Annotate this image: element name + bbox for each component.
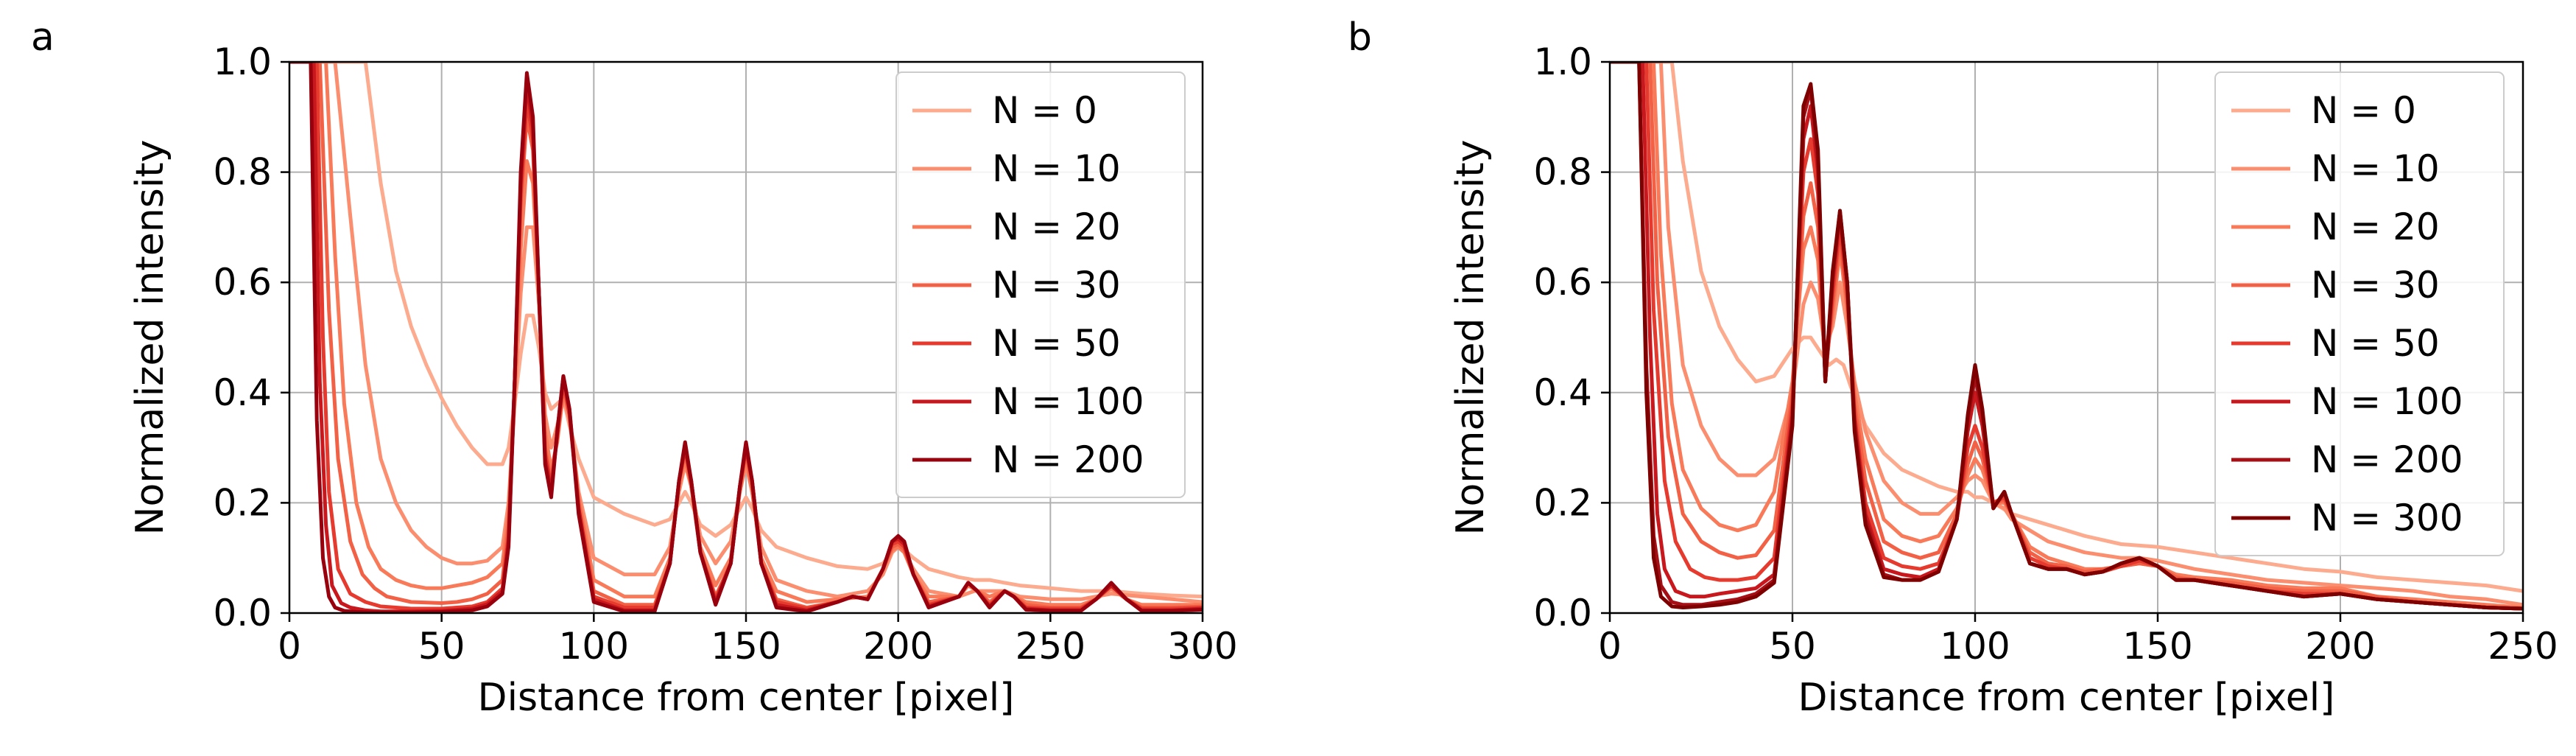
legend-label: N = 20 xyxy=(992,206,1121,248)
series-line-n-10 xyxy=(1610,62,2523,607)
x-tick-label: 250 xyxy=(2488,625,2558,668)
x-axis-label: Distance from center [pixel] xyxy=(478,676,1015,720)
legend-label: N = 50 xyxy=(2311,322,2440,365)
y-tick-label: 0.8 xyxy=(1533,151,1592,194)
y-axis-label: Normalized intensity xyxy=(1449,140,1493,536)
x-tick-label: 300 xyxy=(1167,625,1237,668)
legend-label: N = 200 xyxy=(992,438,1144,481)
y-tick-label: 0.8 xyxy=(213,151,272,194)
y-tick-label: 0.0 xyxy=(213,592,272,634)
y-tick-label: 0.6 xyxy=(1533,261,1592,304)
x-tick-label: 150 xyxy=(711,625,781,668)
y-tick-label: 1.0 xyxy=(213,41,272,83)
legend-label: N = 0 xyxy=(2311,89,2416,132)
legend: N = 0 N = 10 N = 20 N = 30 N = 50 N = 100 N = … xyxy=(895,71,1186,498)
x-tick-label: 200 xyxy=(2305,625,2375,668)
legend-label: N = 100 xyxy=(992,380,1144,423)
series-line-n-300 xyxy=(1610,62,2523,611)
series-lines xyxy=(1610,62,2523,611)
x-tick-label: 100 xyxy=(1940,625,2010,668)
y-tick-label: 0.4 xyxy=(1533,371,1592,414)
x-tick-label: 50 xyxy=(418,625,465,668)
legend-label: N = 20 xyxy=(2311,206,2440,248)
x-tick-label: 0 xyxy=(1598,625,1622,668)
y-tick-label: 0.6 xyxy=(213,261,272,304)
y-tick-label: 0.4 xyxy=(213,371,272,414)
legend-label: N = 50 xyxy=(992,322,1121,365)
legend-box xyxy=(895,71,1186,498)
legend-box xyxy=(2214,71,2505,556)
plot-frame xyxy=(1608,60,2524,615)
series-lines xyxy=(289,62,1203,613)
legend: N = 0 N = 10 N = 20 N = 30 N = 50 N = 100 N = … xyxy=(2214,71,2505,556)
panel-b: b 0 50 100 150 200 250 0.0 0.2 0.4 0.6 0.8 1.0 Distan… xyxy=(1348,15,2558,720)
x-tick-label: 250 xyxy=(1016,625,1085,668)
y-tick-label: 0.2 xyxy=(1533,481,1592,524)
series-line-n-0 xyxy=(1610,62,2523,593)
x-tick-label: 0 xyxy=(278,625,301,668)
legend-label: N = 10 xyxy=(992,147,1121,190)
x-axis-label: Distance from center [pixel] xyxy=(1798,676,2335,720)
legend-label: N = 0 xyxy=(992,89,1097,132)
x-tick-label: 100 xyxy=(559,625,629,668)
series-line-n-200 xyxy=(289,62,1203,613)
legend-label: N = 100 xyxy=(2311,380,2463,423)
legend-label: N = 30 xyxy=(2311,264,2440,307)
panel-label: a xyxy=(31,15,54,60)
legend-label: N = 300 xyxy=(2311,497,2463,539)
y-tick-label: 0.2 xyxy=(213,481,272,524)
y-axis-label: Normalized intensity xyxy=(128,140,172,536)
x-tick-label: 200 xyxy=(863,625,933,668)
legend-label: N = 10 xyxy=(2311,147,2440,190)
legend-label: N = 200 xyxy=(2311,438,2463,481)
y-tick-label: 1.0 xyxy=(1533,41,1592,83)
legend-label: N = 30 xyxy=(992,264,1121,307)
y-tick-label: 0.0 xyxy=(1533,592,1592,634)
panel-label: b xyxy=(1348,15,1372,60)
x-tick-label: 50 xyxy=(1769,625,1816,668)
x-tick-label: 150 xyxy=(2122,625,2192,668)
series-line-n-0 xyxy=(289,62,1203,599)
panel-a: a 0 50 100 150 200 250 300 0.0 0.2 0.4 0.6 0.8 1.0 Dis… xyxy=(31,15,1238,720)
